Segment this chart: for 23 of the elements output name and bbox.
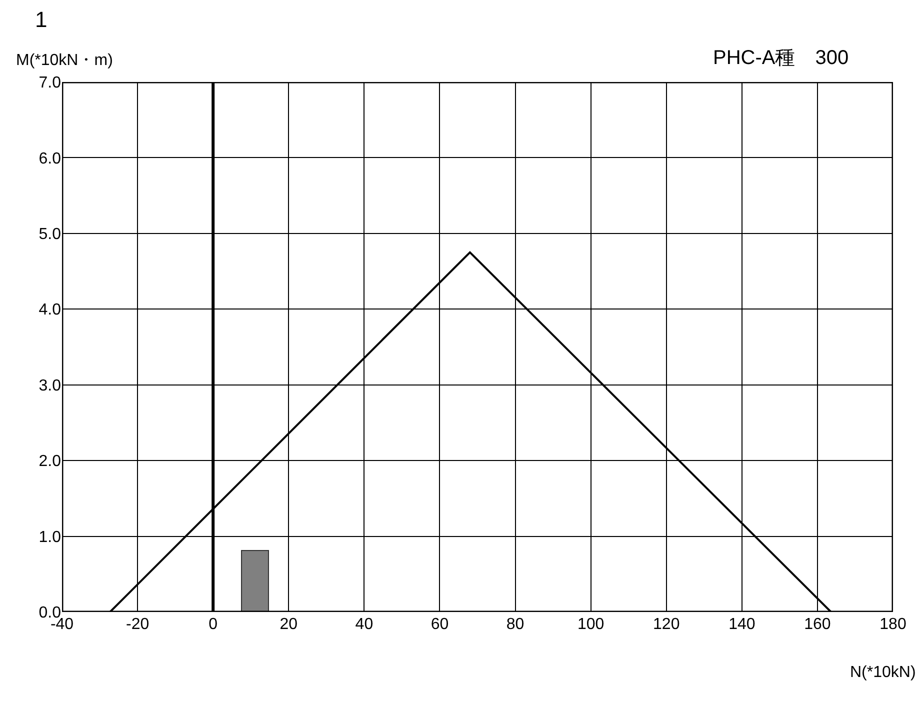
y-tick-label: 7.0 [38, 74, 62, 92]
y-tick-label: 5.0 [38, 226, 62, 244]
y-tick-label: 2.0 [38, 453, 62, 470]
y-tick-label: 4.0 [38, 302, 62, 319]
x-tick-label: 80 [506, 616, 524, 633]
x-tick-label: 160 [804, 616, 831, 633]
x-tick-label: 180 [880, 616, 906, 633]
x-tick-label: -40 [50, 616, 74, 633]
x-tick-label: 20 [280, 616, 298, 633]
chart-subtitle: PHC-A種 300 [713, 47, 849, 69]
x-tick-label: 60 [430, 616, 449, 633]
x-tick-label: 40 [355, 616, 374, 633]
x-tick-label: 0 [208, 616, 218, 633]
x-tick-label: 140 [728, 616, 756, 633]
chart-title: 1 [35, 7, 48, 32]
x-axis-title: N(*10kN) [850, 664, 916, 681]
y-tick-label: 6.0 [38, 150, 62, 168]
x-tick-label: -20 [126, 616, 150, 633]
y-tick-label: 3.0 [38, 377, 62, 394]
y-tick-label: 1.0 [38, 528, 62, 546]
x-tick-label: 100 [577, 616, 604, 633]
x-tick-label: 120 [653, 616, 680, 633]
y-axis-title: M(*10kN・m) [16, 52, 113, 69]
